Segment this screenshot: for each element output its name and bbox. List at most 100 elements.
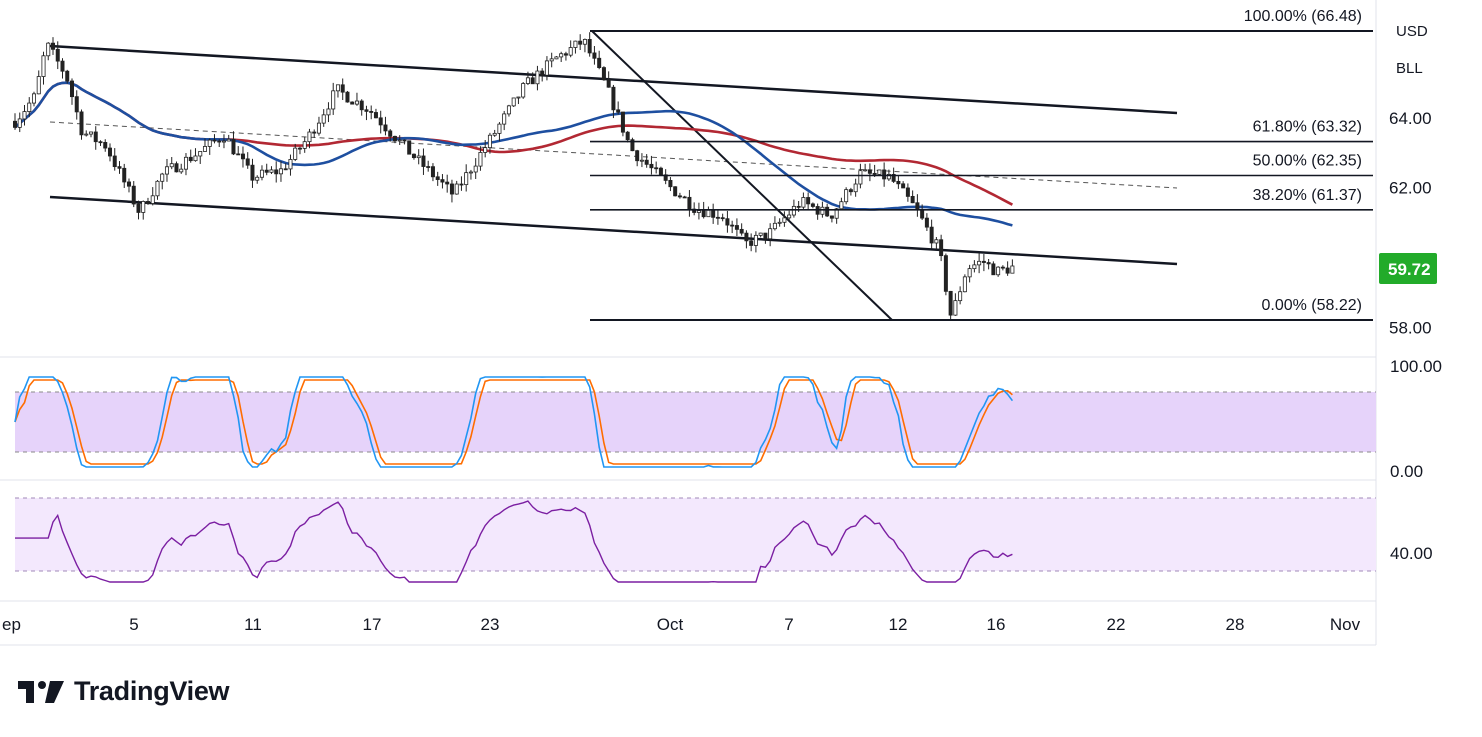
candle-body bbox=[174, 163, 179, 173]
candle bbox=[620, 111, 625, 137]
candle-body bbox=[179, 168, 184, 173]
stochastic-tick-top: 100.00 bbox=[1390, 357, 1442, 376]
tradingview-logo[interactable]: TradingView bbox=[18, 676, 230, 707]
candle-body bbox=[578, 40, 583, 45]
candle bbox=[829, 215, 834, 223]
time-tick-4: 23 bbox=[481, 615, 500, 634]
candle-body bbox=[55, 48, 60, 62]
fibonacci-retracement[interactable]: 100.00% (66.48) 61.80% (63.32) 50.00% (62.… bbox=[590, 8, 1373, 321]
candle bbox=[753, 231, 758, 253]
candle-body bbox=[1000, 266, 1005, 269]
candle bbox=[198, 151, 203, 164]
candle bbox=[392, 135, 397, 144]
candle-body bbox=[245, 158, 250, 166]
candle-body bbox=[739, 228, 744, 234]
candle-body bbox=[411, 153, 416, 159]
candle bbox=[487, 132, 492, 154]
candle bbox=[240, 146, 245, 168]
candle bbox=[492, 129, 497, 137]
candle bbox=[606, 71, 611, 88]
candle bbox=[316, 116, 321, 136]
candle bbox=[597, 50, 602, 70]
candle bbox=[264, 163, 269, 176]
candle bbox=[939, 234, 944, 262]
candle bbox=[259, 165, 264, 181]
candle-body bbox=[145, 201, 150, 204]
candle-body bbox=[445, 181, 450, 185]
candle-body bbox=[264, 169, 269, 173]
candle bbox=[383, 116, 388, 136]
candle bbox=[554, 56, 559, 60]
candle-body bbox=[98, 141, 103, 144]
candle-body bbox=[278, 168, 283, 175]
candle bbox=[848, 187, 853, 196]
candle-body bbox=[302, 141, 307, 149]
candle-body bbox=[483, 147, 488, 153]
stochastic-lines bbox=[14, 376, 1014, 468]
candle bbox=[530, 72, 535, 85]
candle bbox=[692, 202, 697, 216]
candle bbox=[354, 92, 359, 106]
candle bbox=[50, 37, 55, 55]
candle bbox=[616, 101, 621, 115]
time-tick-3: 17 bbox=[363, 615, 382, 634]
candle bbox=[107, 143, 112, 162]
candle-body bbox=[791, 205, 796, 216]
candle bbox=[231, 131, 236, 156]
candle bbox=[136, 200, 141, 220]
candle-body bbox=[41, 55, 46, 77]
candle bbox=[179, 163, 184, 174]
candle-body bbox=[544, 60, 549, 76]
candle bbox=[411, 153, 416, 160]
candle-body bbox=[297, 147, 302, 150]
candle bbox=[36, 70, 41, 95]
instrument-label: BLL bbox=[1396, 60, 1423, 77]
candle-body bbox=[17, 118, 22, 128]
candle-body bbox=[587, 38, 592, 54]
candle bbox=[996, 266, 1001, 277]
candle-body bbox=[905, 187, 910, 197]
candle-body bbox=[122, 167, 127, 183]
candle-body bbox=[397, 139, 402, 142]
candle bbox=[696, 202, 701, 220]
candle-body bbox=[259, 169, 264, 178]
candle bbox=[169, 157, 174, 170]
candle bbox=[221, 134, 226, 149]
candle-body bbox=[696, 210, 701, 213]
candle-body bbox=[126, 181, 131, 187]
candle bbox=[88, 131, 93, 138]
candle-body bbox=[597, 57, 602, 68]
candle bbox=[307, 128, 312, 149]
candle bbox=[844, 187, 849, 205]
candle-body bbox=[768, 228, 773, 240]
candle bbox=[426, 160, 431, 172]
candle bbox=[331, 82, 336, 115]
candle-body bbox=[88, 131, 93, 135]
candle bbox=[573, 40, 578, 54]
channel-mid-line bbox=[49, 121, 1178, 189]
candle bbox=[473, 158, 478, 179]
candle-body bbox=[307, 131, 312, 143]
time-tick-7: 12 bbox=[889, 615, 908, 634]
candle bbox=[506, 104, 511, 117]
candle bbox=[877, 169, 882, 176]
candle bbox=[421, 148, 426, 175]
candle-body bbox=[687, 196, 692, 210]
candle-body bbox=[12, 120, 17, 128]
candle bbox=[27, 97, 32, 118]
rsi-tick: 40.00 bbox=[1390, 544, 1433, 563]
candle bbox=[269, 166, 274, 175]
candle bbox=[98, 140, 103, 146]
candle-body bbox=[924, 217, 929, 228]
candle-body bbox=[886, 173, 891, 180]
stochastic-fast-line bbox=[14, 376, 1014, 468]
candle bbox=[677, 192, 682, 199]
candle-body bbox=[202, 146, 207, 152]
candle-body bbox=[236, 153, 241, 156]
candle-body bbox=[867, 169, 872, 174]
candle bbox=[478, 146, 483, 171]
candle bbox=[122, 163, 127, 188]
candle-body bbox=[183, 156, 188, 170]
candle bbox=[340, 78, 345, 101]
